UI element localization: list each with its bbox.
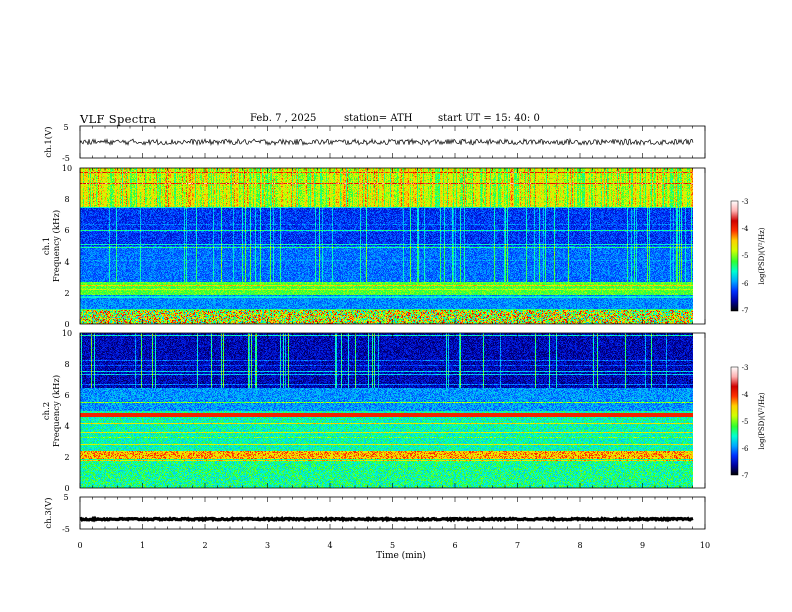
ch1-ytick-top: 5 (63, 123, 68, 132)
ch2-cbar-tick: -7 (742, 472, 749, 480)
ch2-cbar-tick: -3 (742, 364, 749, 372)
ch2-cbar-tick: -4 (742, 391, 749, 399)
ch1-spec-ytick: 10 (62, 164, 72, 173)
xtick-label: 10 (700, 541, 710, 550)
ch2-spec-ytick: 8 (64, 360, 69, 369)
ch1-spec-ytick: 2 (64, 289, 69, 298)
ch1-spec-ylabel2: Frequency (kHz) (51, 210, 62, 282)
ch1-cbar-tick: -4 (742, 225, 749, 233)
x-tick-marks (79, 126, 706, 529)
xtick-label: 5 (390, 541, 395, 550)
ch2-colorbar (730, 366, 739, 476)
xtick-label: 6 (452, 541, 457, 550)
xtick-label: 9 (640, 541, 645, 550)
xtick-label: 8 (577, 541, 582, 550)
ch3-ytick-bottom: -5 (62, 525, 70, 534)
ch3-waveform-trace (79, 515, 694, 523)
ch2-spec-ytick: 4 (64, 422, 69, 431)
ch1-colorbar (730, 200, 739, 312)
ch2-spec-ytick: 2 (64, 453, 69, 462)
ch1-spec-ytick: 0 (64, 320, 69, 329)
ch1-spec-ylabel: ch.1 (42, 237, 52, 255)
ch1-waveform-ylabel: ch.1(V) (43, 126, 54, 157)
ch1-spec-ytick: 4 (64, 258, 69, 267)
figure-title: VLF Spectra (80, 112, 157, 126)
ch1-spec-ytick: 6 (64, 226, 69, 235)
ch2-spec-ytick: 10 (62, 329, 72, 338)
ch2-spec-ylabel: ch.2 (42, 402, 52, 420)
ch1-waveform-trace (79, 137, 694, 147)
ch1-spec-ytick: 8 (64, 195, 69, 204)
start-time-label: start UT = 15: 40: 0 (438, 113, 540, 124)
ch1-spectrogram-frame (79, 167, 706, 325)
ch1-cbar-tick: -5 (742, 252, 749, 260)
xtick-label: 0 (77, 541, 82, 550)
ch2-spectrogram (80, 333, 693, 488)
station-label: station= ATH (344, 113, 413, 124)
ch1-colorbar-label: log(PSD)(V²/Hz) (758, 227, 766, 284)
ch2-cbar-tick: -5 (742, 418, 749, 426)
xtick-label: 4 (327, 541, 332, 550)
xtick-label: 2 (202, 541, 207, 550)
x-axis-label: Time (min) (376, 550, 426, 561)
date-label: Feb. 7 , 2025 (250, 113, 317, 124)
ch1-ytick-bottom: -5 (62, 154, 70, 163)
xtick-label: 7 (515, 541, 520, 550)
xtick-label: 1 (140, 541, 145, 550)
ch1-cbar-tick: -7 (742, 307, 749, 315)
ch2-spec-ytick: 0 (64, 484, 69, 493)
ch2-cbar-tick: -6 (742, 445, 749, 453)
ch2-colorbar-label: log(PSD)(V²/Hz) (758, 392, 766, 449)
ch1-spectrogram (80, 168, 693, 324)
ch2-spec-ylabel2: Frequency (kHz) (51, 375, 62, 447)
ch3-ytick-top: 5 (63, 493, 68, 502)
ch2-spec-ytick: 6 (64, 391, 69, 400)
axis-ticks (79, 126, 706, 529)
xtick-label: 3 (265, 541, 270, 550)
ch2-spectrogram-frame (79, 332, 706, 489)
ch3-waveform-ylabel: ch.3(V) (43, 497, 54, 528)
ch1-cbar-tick: -3 (742, 198, 749, 206)
ch1-cbar-tick: -6 (742, 280, 749, 288)
